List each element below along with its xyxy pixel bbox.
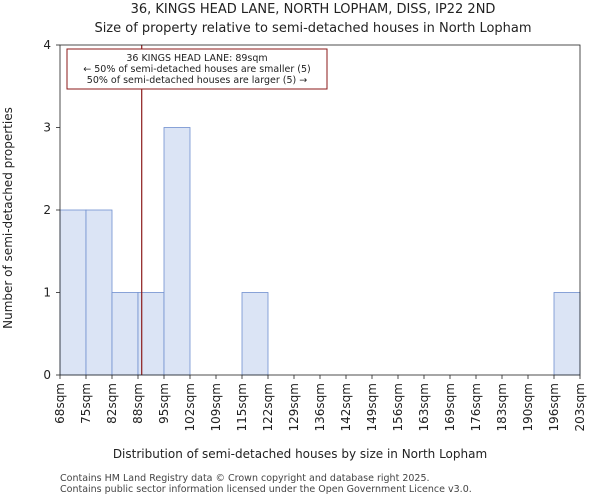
x-tick-label: 122sqm: [261, 383, 275, 431]
x-tick-label: 190sqm: [521, 383, 535, 431]
x-tick-label: 88sqm: [131, 383, 145, 424]
x-tick-label: 163sqm: [417, 383, 431, 431]
x-tick-label: 149sqm: [365, 383, 379, 431]
y-ticks-group: 0 1 2 3 4: [43, 38, 60, 382]
y-axis-label: Number of semi-detached properties: [1, 107, 15, 329]
x-axis-label: Distribution of semi-detached houses by …: [113, 447, 487, 461]
x-tick-label: 203sqm: [573, 383, 587, 431]
x-tick-label: 196sqm: [547, 383, 561, 431]
bar-95sqm: [163, 127, 191, 376]
x-tick-label: 136sqm: [313, 383, 327, 431]
footer-line1: Contains HM Land Registry data © Crown c…: [60, 473, 430, 484]
axes-frame: [59, 44, 581, 376]
footer-line2: Contains public sector information licen…: [60, 484, 472, 495]
bar-115sqm: [241, 292, 269, 376]
bars-group: [59, 127, 581, 376]
x-tick-label: 75sqm: [79, 383, 93, 424]
annotation-line2: ← 50% of semi-detached houses are smalle…: [83, 64, 311, 75]
x-tick-label: 176sqm: [469, 383, 483, 431]
y-tick-label: 4: [43, 38, 51, 52]
y-tick-label: 3: [43, 121, 51, 135]
x-tick-label: 82sqm: [105, 383, 119, 424]
x-tick-label: 129sqm: [287, 383, 301, 431]
x-tick-label: 156sqm: [391, 383, 405, 431]
chart-title-line1: 36, KINGS HEAD LANE, NORTH LOPHAM, DISS,…: [131, 2, 496, 17]
x-tick-label: 142sqm: [339, 383, 353, 431]
bar-82sqm: [111, 292, 139, 376]
bar-88sqm: [137, 292, 165, 376]
bar-75sqm: [85, 209, 113, 376]
x-tick-label: 169sqm: [443, 383, 457, 431]
annotation-line1: 36 KINGS HEAD LANE: 89sqm: [126, 53, 267, 64]
annotation-line3: 50% of semi-detached houses are larger (…: [87, 75, 307, 86]
bar-68sqm: [59, 209, 87, 376]
bar-196sqm: [553, 292, 581, 376]
annotation-box: 36 KINGS HEAD LANE: 89sqm ← 50% of semi-…: [66, 48, 328, 90]
y-tick-label: 0: [43, 368, 51, 382]
y-tick-label: 2: [43, 203, 51, 217]
x-ticks-group: 68sqm 75sqm 82sqm 88sqm 95sqm 102sqm 109sqm 115…: [53, 375, 587, 431]
annotation-frame: [66, 48, 328, 90]
x-tick-label: 183sqm: [495, 383, 509, 431]
y-tick-label: 1: [43, 286, 51, 300]
x-tick-label: 109sqm: [209, 383, 223, 431]
chart-title-line2: Size of property relative to semi-detach…: [94, 21, 531, 36]
x-tick-label: 102sqm: [183, 383, 197, 431]
x-tick-label: 95sqm: [157, 383, 171, 424]
x-tick-label: 68sqm: [53, 383, 67, 424]
x-tick-label: 115sqm: [235, 383, 249, 431]
